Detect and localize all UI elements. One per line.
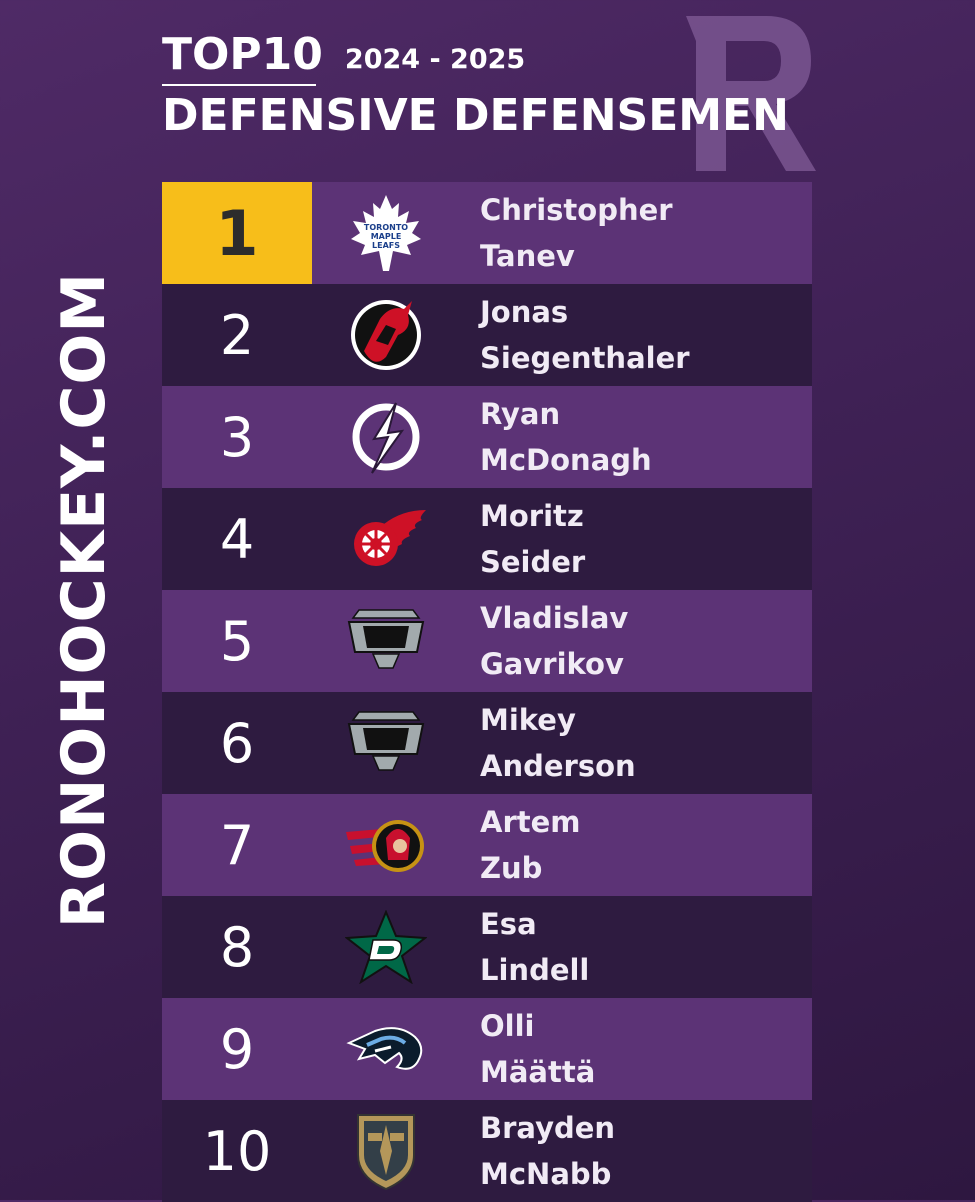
- devils-logo-icon: [312, 284, 460, 386]
- ranking-row: 5 Vladislav Gavrikov: [162, 590, 812, 692]
- ranking-row: 4 Moritz Seider: [162, 488, 812, 590]
- rank-number: 4: [219, 507, 255, 571]
- header: TOP10 2024 - 2025 DEFENSIVE DEFENSEMEN: [162, 30, 789, 141]
- header-season: 2024 - 2025: [344, 44, 526, 75]
- player-last-name: Seider: [480, 545, 586, 579]
- player-first-name: Brayden: [480, 1111, 616, 1145]
- ranking-row: 6 Mikey Anderson: [162, 692, 812, 794]
- player-name: Vladislav Gavrikov: [480, 595, 628, 687]
- player-first-name: Moritz: [480, 499, 584, 533]
- r-logo-icon: [686, 16, 816, 171]
- player-last-name: Tanev: [480, 239, 575, 273]
- player-last-name: Zub: [480, 851, 543, 885]
- rankings-table: 1 TORONTO MAPLE LEAFS Christopher Tanev …: [162, 182, 812, 1202]
- player-last-name: Anderson: [480, 749, 636, 783]
- player-first-name: Christopher: [480, 193, 673, 227]
- player-first-name: Ryan: [480, 397, 561, 431]
- header-top10: TOP10: [162, 29, 323, 80]
- player-name: Ryan McDonagh: [480, 391, 652, 483]
- player-last-name: Lindell: [480, 953, 590, 987]
- player-name: Christopher Tanev: [480, 187, 673, 279]
- golden-knights-logo-icon: [312, 1100, 460, 1202]
- rank-number: 2: [219, 303, 255, 367]
- player-name: Moritz Seider: [480, 493, 585, 585]
- kings-logo-icon: [312, 590, 460, 692]
- player-last-name: Siegenthaler: [480, 341, 690, 375]
- player-first-name: Jonas: [480, 295, 569, 329]
- utah-logo-icon: [312, 998, 460, 1100]
- maple-leafs-logo-icon: TORONTO MAPLE LEAFS: [312, 182, 460, 284]
- rank-number: 9: [219, 1017, 255, 1081]
- player-name: Esa Lindell: [480, 901, 589, 993]
- ranking-row: 10 Brayden McNabb: [162, 1100, 812, 1202]
- player-first-name: Olli: [480, 1009, 535, 1043]
- red-wings-logo-icon: [312, 488, 460, 590]
- header-underline: [162, 84, 316, 86]
- player-last-name: McDonagh: [480, 443, 652, 477]
- rank-number: 8: [219, 915, 255, 979]
- player-name: Jonas Siegenthaler: [480, 289, 690, 381]
- svg-text:LEAFS: LEAFS: [372, 241, 400, 250]
- player-first-name: Vladislav: [480, 601, 629, 635]
- rank-number: 5: [219, 609, 255, 673]
- kings-logo-icon: [312, 692, 460, 794]
- lightning-logo-icon: [312, 386, 460, 488]
- ranking-row: 9 Olli Määttä: [162, 998, 812, 1100]
- ranking-row: 7 Artem Zub: [162, 794, 812, 896]
- ranking-row: 2 Jonas Siegenthaler: [162, 284, 812, 386]
- player-last-name: Gavrikov: [480, 647, 624, 681]
- player-name: Olli Määttä: [480, 1003, 595, 1095]
- svg-text:TORONTO: TORONTO: [364, 223, 408, 232]
- player-first-name: Artem: [480, 805, 581, 839]
- site-url-vertical: RONOHOCKEY.COM: [49, 271, 119, 929]
- rank-number: 6: [219, 711, 255, 775]
- player-last-name: McNabb: [480, 1157, 612, 1191]
- player-last-name: Määttä: [480, 1055, 596, 1089]
- player-name: Mikey Anderson: [480, 697, 636, 789]
- ranking-row: 8 Esa Lindell: [162, 896, 812, 998]
- ranking-row: 3 Ryan McDonagh: [162, 386, 812, 488]
- player-name: Brayden McNabb: [480, 1105, 615, 1197]
- player-first-name: Mikey: [480, 703, 576, 737]
- player-first-name: Esa: [480, 907, 537, 941]
- player-name: Artem Zub: [480, 799, 581, 891]
- svg-text:MAPLE: MAPLE: [371, 232, 402, 241]
- rank-number: 10: [202, 1119, 272, 1183]
- senators-logo-icon: [312, 794, 460, 896]
- stars-logo-icon: [312, 896, 460, 998]
- rank-number: 7: [219, 813, 255, 877]
- header-title: DEFENSIVE DEFENSEMEN: [162, 90, 789, 141]
- rank-number: 1: [162, 182, 312, 284]
- ranking-row: 1 TORONTO MAPLE LEAFS Christopher Tanev: [162, 182, 812, 284]
- rank-number: 3: [219, 405, 255, 469]
